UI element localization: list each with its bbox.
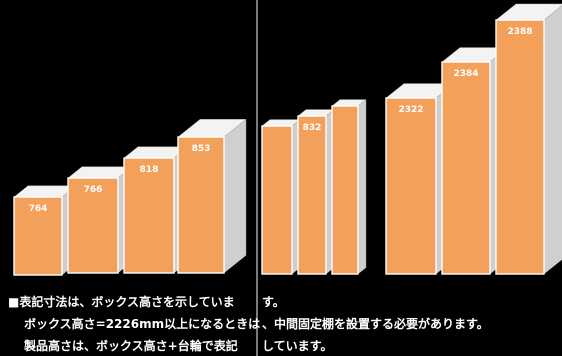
note-line-3-left: 製品高さは、ボックス高さ+台輪で表記 <box>24 339 238 353</box>
box-front-face <box>297 115 327 275</box>
box-height-label: 766 <box>84 185 103 195</box>
box-front-face <box>441 61 491 275</box>
note-line-2-right: 、中間固定棚を設置する必要があります。 <box>262 317 489 331</box>
cabinet-box-left-1: 764 <box>13 185 77 276</box>
box-height-label: 853 <box>192 144 211 154</box>
box-side-face <box>543 5 562 275</box>
box-front-face <box>331 105 359 275</box>
left-box-group: 764 766 818 853 <box>13 118 247 276</box>
box-side-face <box>357 99 367 275</box>
box-front-face <box>385 97 437 275</box>
note-line-3-right: しています。 <box>262 339 333 353</box>
box-height-label: 764 <box>29 204 48 214</box>
box-front-face <box>261 125 293 275</box>
box-front-face <box>67 177 119 274</box>
cabinet-box-left-4: 853 <box>177 118 247 274</box>
note-line-1-left: ■表記寸法は、ボックス高さを示していま <box>8 295 235 309</box>
right-box-group: 832 2322 2384 2388 <box>261 3 562 275</box>
box-side-face <box>223 118 247 274</box>
box-height-label: 818 <box>140 165 159 175</box>
note-line-2-left: ボックス高さ=2226mm以上になるときは <box>24 317 261 331</box>
box-height-label: 832 <box>303 123 322 133</box>
box-front-face <box>123 157 175 274</box>
box-front-face <box>177 136 225 274</box>
cabinet-box-right-2: 832 <box>297 109 335 275</box>
cabinet-box-right-6: 2388 <box>495 3 562 275</box>
note-line-1-right: す。 <box>262 295 285 309</box>
cabinet-box-left-2: 766 <box>67 166 133 274</box>
box-height-label: 2384 <box>453 69 478 79</box>
cabinet-box-right-1 <box>261 119 301 275</box>
panel-divider <box>256 0 258 356</box>
box-front-face <box>13 196 63 276</box>
box-height-label: 2322 <box>398 105 423 115</box>
box-height-label: 2388 <box>507 27 532 37</box>
cabinet-box-right-3 <box>331 99 367 275</box>
box-front-face <box>495 19 545 275</box>
